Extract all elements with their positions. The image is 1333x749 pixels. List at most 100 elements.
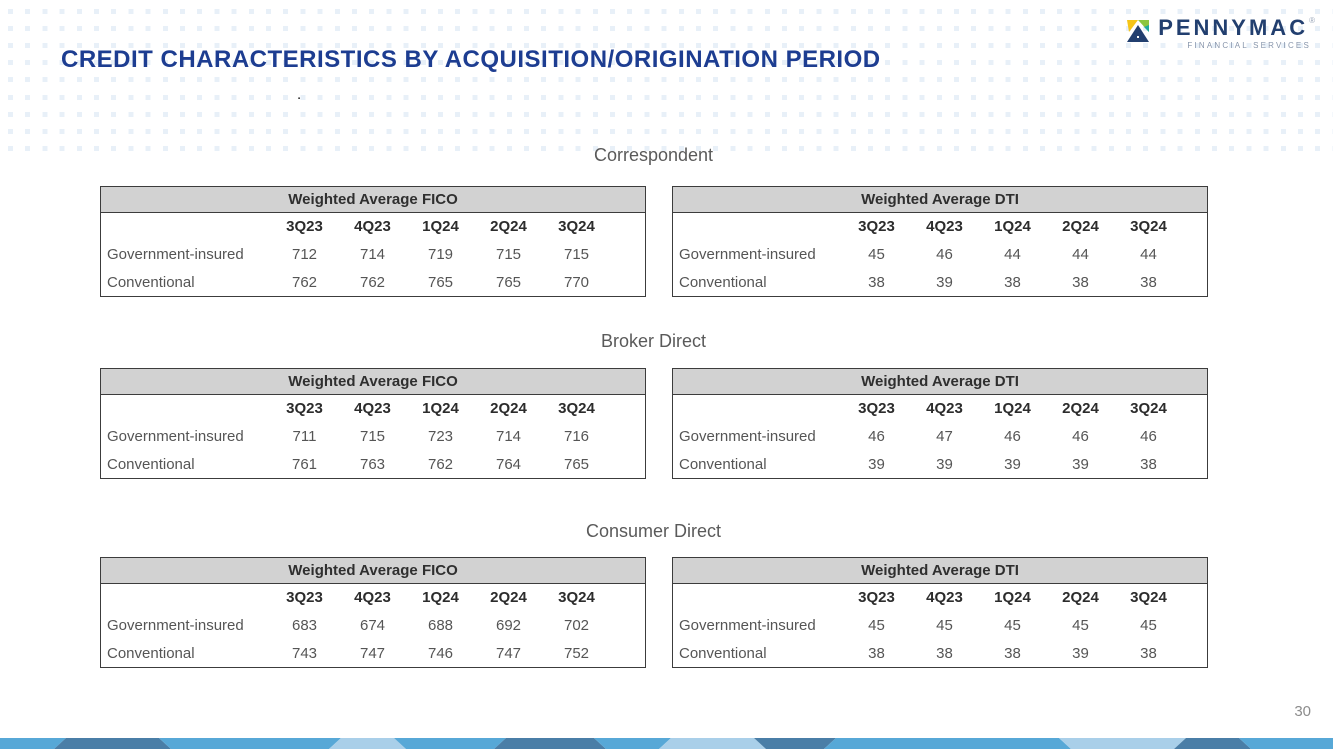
dot-row xyxy=(8,26,1333,32)
value-cell: 38 xyxy=(1140,273,1157,291)
value-cell: 44 xyxy=(1004,246,1021,263)
column-header: 1Q24 xyxy=(994,400,1031,418)
value-cell: 38 xyxy=(1072,273,1089,291)
value-cell: 692 xyxy=(495,617,522,634)
value-cell: 38 xyxy=(1004,273,1021,291)
pennymac-logo-icon xyxy=(1127,20,1150,42)
column-header: 4Q23 xyxy=(354,400,391,418)
column-header: 1Q24 xyxy=(422,218,459,236)
page-title: CREDIT CHARACTERISTICS BY ACQUISITION/OR… xyxy=(61,46,881,73)
dot-row xyxy=(8,77,1333,83)
value-cell: 38 xyxy=(1140,644,1157,662)
footer-stripe-segment xyxy=(54,738,171,749)
value-cell: 38 xyxy=(1140,455,1157,473)
value-cell: 38 xyxy=(1004,644,1021,662)
value-cell: 747 xyxy=(495,644,522,662)
dti-table: Weighted Average DTI 3Q23 4Q23 1Q24 2Q24 3Q24… xyxy=(672,368,1208,479)
row-label: Conventional xyxy=(107,273,195,291)
stray-period: . xyxy=(297,86,302,103)
value-cell: 716 xyxy=(563,428,590,445)
row-label: Conventional xyxy=(679,455,767,473)
column-header: 3Q24 xyxy=(1130,400,1167,418)
value-cell: 719 xyxy=(427,246,454,263)
value-cell: 715 xyxy=(359,428,386,445)
footer-stripe-segment xyxy=(494,738,606,749)
dot-row xyxy=(8,60,1333,66)
column-header: 2Q24 xyxy=(1062,400,1099,418)
column-header: 3Q23 xyxy=(858,218,895,236)
column-header: 3Q23 xyxy=(858,400,895,418)
dot-row xyxy=(8,43,1333,49)
column-header: 3Q24 xyxy=(1130,589,1167,607)
value-cell: 765 xyxy=(495,273,522,291)
dti-table: Weighted Average DTI 3Q23 4Q23 1Q24 2Q24 3Q24… xyxy=(672,186,1208,297)
footer-stripe-segment xyxy=(594,738,671,749)
column-header: 3Q24 xyxy=(558,218,595,236)
section-title: Correspondent xyxy=(593,145,714,165)
value-cell: 674 xyxy=(359,617,386,634)
column-header: 4Q23 xyxy=(926,589,963,607)
section-title: Broker Direct xyxy=(600,331,707,351)
column-header: 3Q23 xyxy=(286,589,323,607)
fico-table: Weighted Average FICO 3Q23 4Q23 1Q24 2Q24 3Q2… xyxy=(100,368,647,479)
value-cell: 764 xyxy=(495,455,522,473)
value-cell: 743 xyxy=(291,644,318,662)
row-label: Government-insured xyxy=(107,617,244,634)
value-cell: 683 xyxy=(291,617,318,634)
value-cell: 702 xyxy=(563,617,590,634)
row-label: Government-insured xyxy=(679,428,816,445)
row-label: Government-insured xyxy=(107,428,244,445)
pennymac-logo: PENNYMAC ® FINANCIAL SERVICES xyxy=(1126,15,1315,50)
footer-stripe xyxy=(0,738,1333,749)
column-header: 3Q23 xyxy=(858,589,895,607)
row-label: Government-insured xyxy=(679,617,816,634)
value-cell: 765 xyxy=(563,455,590,473)
value-cell: 715 xyxy=(495,246,522,263)
value-cell: 714 xyxy=(495,428,522,445)
value-cell: 46 xyxy=(1072,428,1089,445)
column-header: 3Q23 xyxy=(286,218,323,236)
value-cell: 38 xyxy=(868,644,885,662)
table-title: Weighted Average FICO xyxy=(100,368,646,395)
value-cell: 46 xyxy=(936,246,953,263)
footer-stripe-segment xyxy=(329,738,406,749)
column-header: 3Q24 xyxy=(558,589,595,607)
dot-row xyxy=(8,94,1333,100)
table-title: Weighted Average DTI xyxy=(672,557,1208,584)
value-cell: 688 xyxy=(427,617,454,634)
column-header: 1Q24 xyxy=(994,218,1031,236)
row-label: Conventional xyxy=(679,273,767,291)
column-header: 1Q24 xyxy=(422,400,459,418)
column-header: 4Q23 xyxy=(926,400,963,418)
value-cell: 38 xyxy=(868,273,885,291)
value-cell: 711 xyxy=(292,428,317,445)
column-header: 3Q24 xyxy=(1130,218,1167,236)
value-cell: 46 xyxy=(868,428,885,445)
table-title: Weighted Average FICO xyxy=(100,186,646,213)
trademark-symbol: ® xyxy=(1309,16,1315,25)
footer-stripe-segment xyxy=(1174,738,1251,749)
value-cell: 46 xyxy=(1004,428,1021,445)
column-header: 2Q24 xyxy=(490,218,527,236)
value-cell: 746 xyxy=(427,644,454,662)
dot-pattern xyxy=(0,0,1333,152)
value-cell: 47 xyxy=(936,428,953,445)
column-header: 2Q24 xyxy=(1062,589,1099,607)
value-cell: 39 xyxy=(936,455,953,473)
footer-stripe-segment xyxy=(1059,738,1186,749)
value-cell: 39 xyxy=(1004,455,1021,473)
column-header: 4Q23 xyxy=(354,589,391,607)
fico-table: Weighted Average FICO 3Q23 4Q23 1Q24 2Q24 3Q2… xyxy=(100,186,647,297)
value-cell: 44 xyxy=(1140,246,1157,263)
footer-stripe-segment xyxy=(824,738,1071,749)
dti-table: Weighted Average DTI 3Q23 4Q23 1Q24 2Q24 3Q24… xyxy=(672,557,1208,668)
row-label: Government-insured xyxy=(107,246,244,263)
column-header: 2Q24 xyxy=(490,400,527,418)
value-cell: 45 xyxy=(1072,617,1089,634)
value-cell: 46 xyxy=(1140,428,1157,445)
brand-text: PENNYMAC xyxy=(1158,15,1309,40)
dot-row xyxy=(8,111,1333,117)
column-header: 1Q24 xyxy=(422,589,459,607)
value-cell: 715 xyxy=(563,246,590,263)
